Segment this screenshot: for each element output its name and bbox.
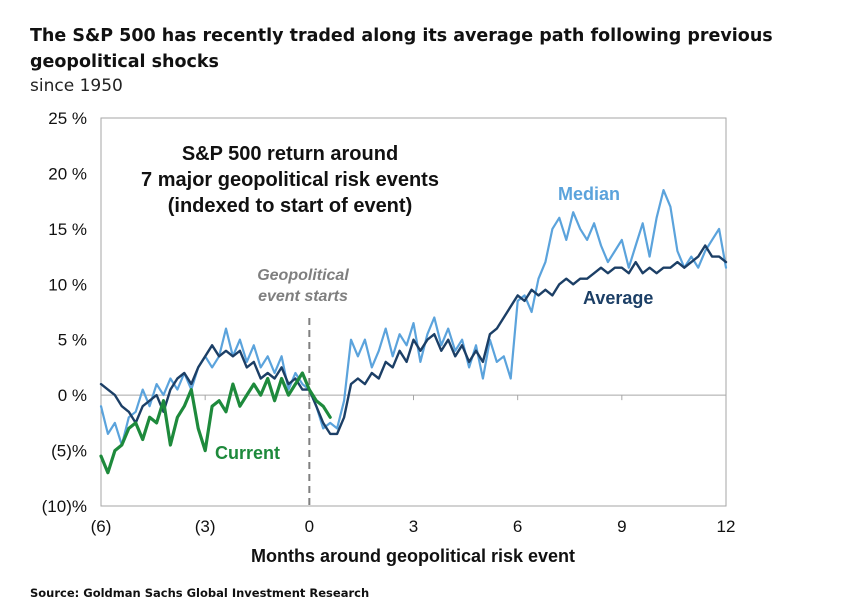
- y-tick-label: 0 %: [58, 386, 87, 405]
- y-tick-label: 25 %: [48, 109, 87, 128]
- inner-title-line-2: 7 major geopolitical risk events: [141, 169, 439, 191]
- x-tick-label: 3: [409, 517, 418, 536]
- y-tick-label: 10 %: [48, 275, 87, 294]
- page-source: Source: Goldman Sachs Global Investment …: [30, 586, 370, 600]
- y-tick-label: (5)%: [51, 442, 87, 461]
- series-line-current: [99, 371, 332, 475]
- x-tick-label: 9: [617, 517, 626, 536]
- y-axis: 25 % 20 % 15 % 10 % 5 % 0 % (5)% (10)%: [42, 109, 87, 516]
- x-tick-label: 12: [717, 517, 736, 536]
- x-tick-label: (6): [91, 517, 112, 536]
- series-line-average: [99, 244, 728, 436]
- y-tick-label: (10)%: [42, 497, 87, 516]
- series-label-median: Median: [558, 184, 620, 204]
- x-axis-label: Months around geopolitical risk event: [251, 546, 575, 566]
- x-tick-label: (3): [195, 517, 216, 536]
- page-title: The S&P 500 has recently traded along it…: [30, 26, 773, 72]
- y-tick-label: 20 %: [48, 164, 87, 183]
- x-axis: (6) (3) 0 3 6 9 12: [91, 395, 736, 536]
- y-tick-label: 15 %: [48, 220, 87, 239]
- series-group: [99, 189, 728, 475]
- x-tick-label: 6: [513, 517, 522, 536]
- page-subtitle: since 1950: [30, 76, 123, 96]
- event-annotation-line-2: event starts: [258, 288, 348, 305]
- x-tick-label: 0: [305, 517, 314, 536]
- series-label-average: Average: [583, 288, 653, 308]
- event-annotation-line-1: Geopolitical: [257, 267, 349, 284]
- inner-title-line-1: S&P 500 return around: [182, 143, 398, 165]
- inner-title-line-3: (indexed to start of event): [168, 195, 412, 217]
- y-tick-label: 5 %: [58, 331, 87, 350]
- series-label-current: Current: [215, 443, 280, 463]
- plot-frame: [100, 117, 727, 507]
